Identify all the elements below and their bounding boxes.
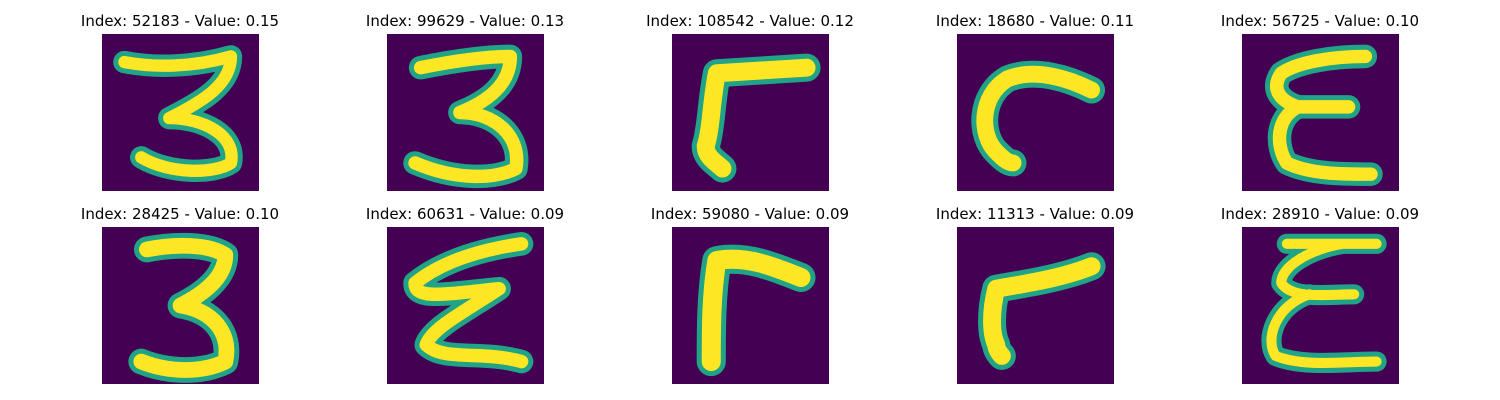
digit-3-image xyxy=(101,34,259,191)
panel-title: Index: 60631 - Value: 0.09 xyxy=(365,205,565,223)
image-panel: Index: 18680 - Value: 0.11 xyxy=(905,10,1165,191)
angle-bar-image xyxy=(671,34,829,191)
image-panel: Index: 108542 - Value: 0.12 xyxy=(620,10,880,191)
image-panel: Index: 52183 - Value: 0.15 xyxy=(50,10,310,191)
panel-title: Index: 108542 - Value: 0.12 xyxy=(646,12,854,30)
panel-title: Index: 52183 - Value: 0.15 xyxy=(80,12,280,30)
panel-title: Index: 28910 - Value: 0.09 xyxy=(1220,205,1420,223)
digit-3-image xyxy=(386,34,544,191)
image-panel: Index: 11313 - Value: 0.09 xyxy=(905,203,1165,384)
panel-title: Index: 99629 - Value: 0.13 xyxy=(365,12,565,30)
image-panel: Index: 60631 - Value: 0.09 xyxy=(335,203,595,384)
slanted-r-image xyxy=(956,227,1114,384)
panel-title: Index: 18680 - Value: 0.11 xyxy=(935,12,1135,30)
panel-title: Index: 28425 - Value: 0.10 xyxy=(80,205,280,223)
image-panel: Index: 56725 - Value: 0.10 xyxy=(1190,10,1450,191)
epsilon-image xyxy=(1241,227,1399,384)
image-panel: Index: 28910 - Value: 0.09 xyxy=(1190,203,1450,384)
panel-title: Index: 59080 - Value: 0.09 xyxy=(650,205,850,223)
panel-title: Index: 56725 - Value: 0.10 xyxy=(1220,12,1420,30)
image-panel: Index: 99629 - Value: 0.13 xyxy=(335,10,595,191)
panel-title: Index: 11313 - Value: 0.09 xyxy=(935,205,1135,223)
hook-c-image xyxy=(956,34,1114,191)
image-panel: Index: 28425 - Value: 0.10 xyxy=(50,203,310,384)
image-panel: Index: 59080 - Value: 0.09 xyxy=(620,203,880,384)
zigzag-e-image xyxy=(386,227,544,384)
epsilon-image xyxy=(1241,34,1399,191)
digit-3-image xyxy=(101,227,259,384)
angle-r-image xyxy=(671,227,829,384)
